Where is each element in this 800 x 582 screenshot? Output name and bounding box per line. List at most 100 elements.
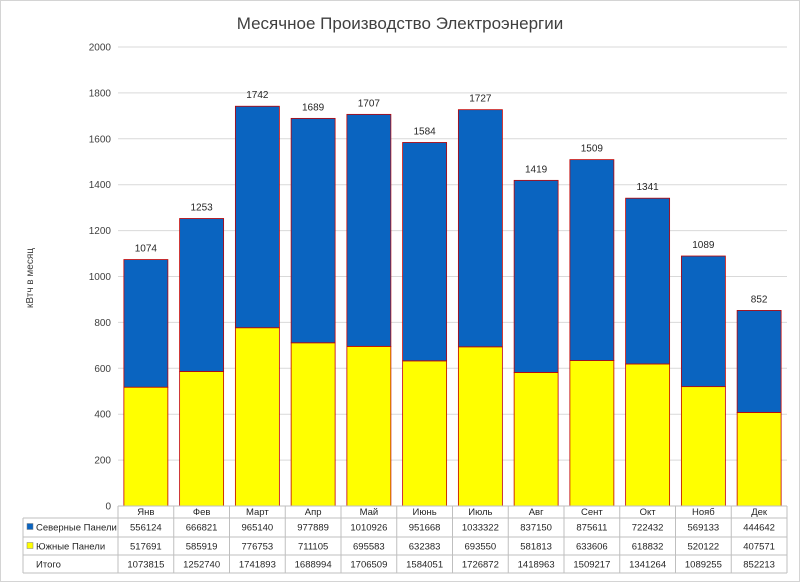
bar-south-5 [402, 360, 448, 507]
table-cell: 585919 [186, 542, 218, 553]
chart-title: Месячное Производство Электроэнергии [237, 14, 563, 33]
table-cell-total: 1688994 [295, 560, 332, 571]
bar-north-10 [680, 255, 726, 388]
table-cell: 711105 [298, 542, 328, 553]
table-cell-total: 1706509 [350, 560, 387, 571]
bar-south-7 [513, 372, 559, 507]
bar-total-label: 1253 [191, 202, 214, 213]
table-cell: 837150 [520, 523, 552, 534]
total-row-label: Итого [36, 560, 61, 571]
x-category-label: Май [360, 507, 379, 518]
table-cell: 520122 [688, 542, 720, 553]
x-category-label: Окт [640, 507, 657, 518]
table-cell: 1033322 [462, 523, 499, 534]
table-cell: 569133 [688, 523, 720, 534]
y-tick-label: 1000 [89, 272, 112, 283]
bar-total-label: 1689 [302, 102, 325, 113]
x-category-label: Фев [193, 507, 211, 518]
bar-total-label: 1419 [525, 164, 548, 175]
y-tick-label: 1400 [89, 180, 112, 191]
x-category-label: Апр [305, 507, 322, 518]
bar-north-6 [457, 109, 503, 348]
bars [123, 105, 782, 507]
bar-north-3 [290, 117, 336, 344]
x-category-label: Авг [529, 507, 544, 518]
bar-south-4 [346, 345, 392, 507]
bar-total-label: 1727 [469, 94, 492, 105]
table-cell-total: 1418963 [518, 560, 555, 571]
bar-south-2 [234, 327, 280, 507]
bar-south-9 [625, 363, 671, 507]
bar-north-9 [625, 197, 671, 365]
y-tick-label: 400 [94, 410, 111, 421]
bar-total-label: 1707 [358, 98, 381, 109]
y-tick-label: 1800 [89, 88, 112, 99]
bar-south-1 [179, 371, 225, 507]
y-tick-label: 0 [105, 502, 111, 513]
table-cell-total: 1252740 [183, 560, 220, 571]
x-category-label: Март [246, 507, 269, 518]
data-table: Янв Фев Март Апр Май Июнь Июль Авг Сент Окт Нояб Де… [22, 505, 788, 574]
x-category-label: Нояб [692, 507, 715, 518]
table-cell: 632383 [409, 542, 441, 553]
table-cell: 666821 [186, 523, 218, 534]
y-axis-ticks: 0 200 400 600 800 1000 1200 1400 1600 1800 2000 [89, 43, 112, 513]
y-tick-label: 1600 [89, 134, 112, 145]
table-cell: 633606 [576, 542, 608, 553]
bar-total-label: 1509 [581, 144, 604, 155]
y-axis-label: кВтч в месяц [25, 248, 36, 308]
bar-south-8 [569, 360, 615, 507]
bar-south-3 [290, 342, 336, 507]
bar-north-0 [123, 259, 169, 388]
y-tick-label: 800 [94, 318, 111, 329]
bar-total-label: 1742 [246, 90, 269, 101]
bar-north-7 [513, 179, 559, 373]
table-cell: 407571 [743, 542, 775, 553]
legend-label: Северные Панели [36, 523, 117, 534]
table-cell: 693550 [465, 542, 497, 553]
table-cell-total: 1073815 [127, 560, 164, 571]
table-cell-total: 1509217 [573, 560, 610, 571]
bar-total-label: 1089 [692, 240, 715, 251]
bar-total-label: 852 [751, 294, 768, 305]
bar-total-label: 1584 [414, 126, 437, 137]
table-cell-total: 1341264 [629, 560, 666, 571]
bar-south-6 [457, 346, 503, 507]
table-cell: 556124 [130, 523, 162, 534]
bar-north-1 [179, 218, 225, 372]
legend-label: Южные Панели [36, 542, 105, 553]
table-cell-total: 1726872 [462, 560, 499, 571]
bar-north-5 [402, 142, 448, 362]
bar-north-2 [234, 105, 280, 329]
table-cell: 1010926 [350, 523, 387, 534]
table-cell-total: 1584051 [406, 560, 443, 571]
y-tick-label: 1200 [89, 226, 112, 237]
bar-total-label: 1341 [637, 182, 660, 193]
table-cell: 965140 [242, 523, 274, 534]
legend-key [26, 523, 34, 530]
table-cell: 695583 [353, 542, 385, 553]
table-cell: 722432 [632, 523, 664, 534]
table-cell: 618832 [632, 542, 664, 553]
table-cell: 776753 [242, 542, 274, 553]
y-tick-label: 2000 [89, 43, 112, 54]
x-category-label: Июль [468, 507, 492, 518]
table-cell: 951668 [409, 523, 441, 534]
y-tick-label: 600 [94, 364, 111, 375]
bar-north-4 [346, 113, 392, 347]
bar-total-label: 1074 [135, 244, 158, 255]
table-cell-total: 1089255 [685, 560, 722, 571]
y-tick-label: 200 [94, 456, 111, 467]
bar-north-11 [736, 310, 782, 413]
table-cell: 444642 [743, 523, 775, 534]
bar-south-10 [680, 386, 726, 507]
x-category-label: Дек [751, 507, 768, 518]
bar-north-8 [569, 159, 615, 361]
x-category-label: Янв [137, 507, 154, 518]
bar-south-0 [123, 386, 169, 507]
table-cell-total: 1741893 [239, 560, 276, 571]
table-cell: 581813 [520, 542, 552, 553]
bar-south-11 [736, 412, 782, 507]
